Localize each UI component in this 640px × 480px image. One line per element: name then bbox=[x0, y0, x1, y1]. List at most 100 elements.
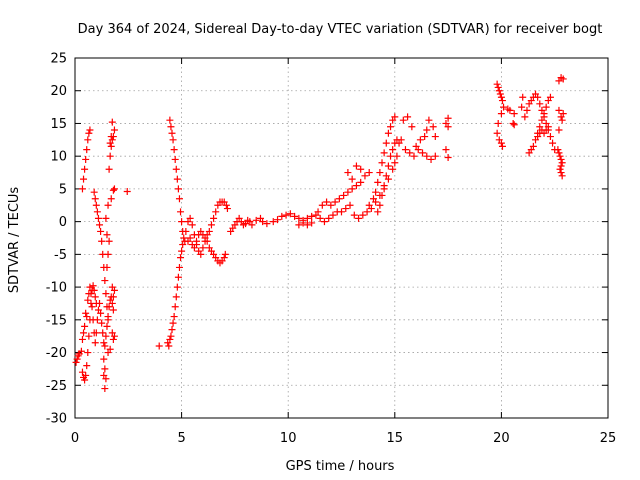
data-point bbox=[105, 303, 113, 311]
data-point bbox=[291, 212, 299, 220]
data-point bbox=[559, 110, 567, 118]
data-point bbox=[199, 244, 207, 252]
data-point bbox=[87, 290, 95, 298]
data-point bbox=[80, 175, 88, 183]
data-point bbox=[175, 263, 183, 271]
data-point bbox=[500, 103, 508, 111]
data-point bbox=[182, 227, 190, 235]
data-point bbox=[493, 80, 501, 88]
data-point bbox=[416, 136, 424, 144]
data-point bbox=[391, 113, 399, 121]
data-point bbox=[320, 218, 328, 226]
data-point bbox=[92, 329, 100, 337]
data-point bbox=[344, 169, 352, 177]
data-point bbox=[429, 123, 437, 131]
data-point bbox=[97, 309, 105, 317]
data-point bbox=[97, 227, 105, 235]
data-point bbox=[344, 188, 352, 196]
data-point bbox=[361, 172, 369, 180]
data-point bbox=[546, 133, 554, 141]
data-point bbox=[376, 201, 384, 209]
data-point bbox=[536, 100, 544, 108]
data-point bbox=[410, 152, 418, 160]
data-point bbox=[348, 175, 356, 183]
data-point bbox=[106, 139, 114, 147]
data-point bbox=[369, 195, 377, 203]
data-point bbox=[540, 113, 548, 121]
data-point bbox=[123, 188, 131, 196]
data-point bbox=[221, 250, 229, 258]
data-point bbox=[83, 313, 91, 321]
data-point bbox=[303, 221, 311, 229]
data-point bbox=[110, 126, 118, 134]
data-point bbox=[81, 376, 89, 384]
data-point bbox=[498, 142, 506, 150]
data-point bbox=[299, 219, 307, 227]
data-point bbox=[350, 211, 358, 219]
data-point bbox=[308, 219, 316, 227]
data-point bbox=[96, 299, 104, 307]
data-point bbox=[497, 93, 505, 101]
data-point bbox=[107, 133, 115, 141]
data-point bbox=[286, 210, 294, 218]
y-tick-label: -30 bbox=[46, 412, 67, 427]
data-point bbox=[98, 237, 106, 245]
data-point bbox=[104, 349, 112, 357]
data-point bbox=[387, 152, 395, 160]
data-point bbox=[414, 146, 422, 154]
data-point bbox=[295, 221, 303, 229]
data-point bbox=[110, 286, 118, 294]
data-point bbox=[335, 195, 343, 203]
data-point bbox=[557, 162, 565, 170]
data-point bbox=[510, 121, 518, 129]
data-points bbox=[72, 74, 567, 393]
data-point bbox=[86, 126, 94, 134]
data-point bbox=[406, 149, 414, 157]
data-point bbox=[178, 218, 186, 226]
data-point bbox=[83, 146, 91, 154]
data-point bbox=[167, 123, 175, 131]
data-point bbox=[109, 293, 117, 301]
data-point bbox=[269, 218, 277, 226]
data-point bbox=[295, 214, 303, 222]
data-point bbox=[252, 216, 260, 224]
data-point bbox=[186, 234, 194, 242]
data-point bbox=[442, 146, 450, 154]
y-tick-label: -10 bbox=[46, 281, 67, 296]
data-point bbox=[397, 136, 405, 144]
data-point bbox=[93, 208, 101, 216]
data-point bbox=[81, 322, 89, 330]
data-point bbox=[555, 149, 563, 157]
data-point bbox=[105, 165, 113, 173]
data-point bbox=[100, 371, 108, 379]
data-point bbox=[78, 335, 86, 343]
data-point bbox=[101, 277, 109, 285]
data-point bbox=[384, 129, 392, 137]
data-point bbox=[558, 116, 566, 124]
data-point bbox=[193, 237, 201, 245]
data-point bbox=[494, 119, 502, 127]
data-point bbox=[109, 186, 117, 194]
data-point bbox=[431, 152, 439, 160]
data-point bbox=[497, 139, 505, 147]
data-point bbox=[107, 195, 115, 203]
data-point bbox=[101, 365, 109, 373]
data-point bbox=[401, 146, 409, 154]
data-point bbox=[359, 211, 367, 219]
data-point bbox=[107, 142, 115, 150]
data-point bbox=[212, 208, 220, 216]
data-point bbox=[78, 185, 86, 193]
data-point bbox=[431, 133, 439, 141]
data-point bbox=[101, 385, 109, 393]
data-point bbox=[90, 286, 98, 294]
data-point bbox=[81, 165, 89, 173]
data-point bbox=[282, 211, 290, 219]
data-point bbox=[338, 208, 345, 216]
data-point bbox=[173, 283, 181, 291]
data-point bbox=[82, 371, 90, 379]
data-point bbox=[363, 208, 371, 216]
y-tick-label: -5 bbox=[54, 248, 67, 263]
data-point bbox=[389, 146, 397, 154]
data-point bbox=[316, 214, 324, 222]
y-tick-label: 20 bbox=[50, 84, 67, 99]
